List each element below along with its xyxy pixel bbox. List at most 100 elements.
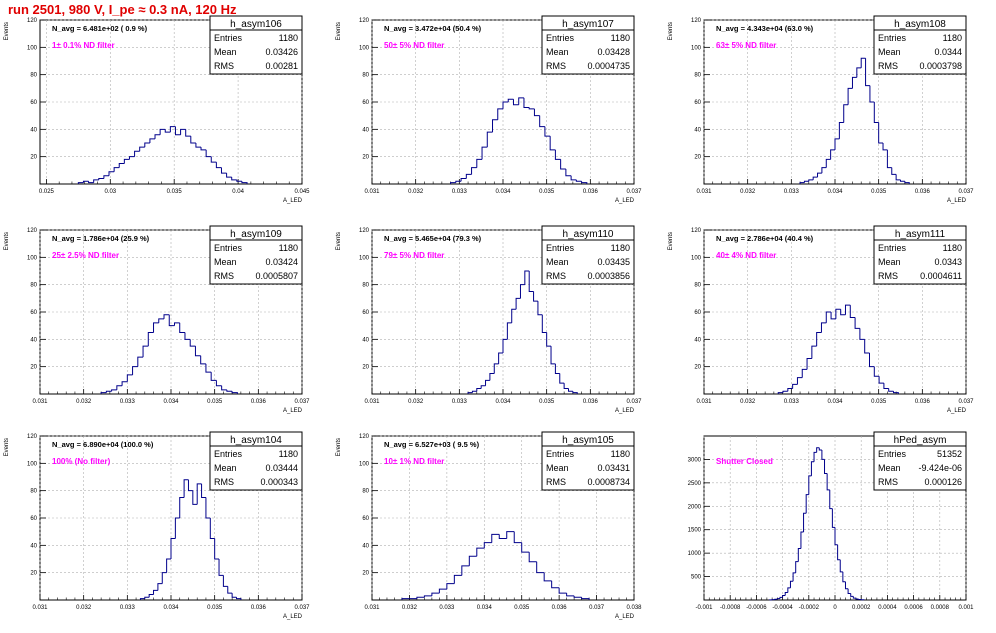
stats-entries-value: 51352 [937, 449, 962, 459]
x-tick-label: 0.032 [402, 605, 418, 611]
x-tick-label: 0.032 [76, 399, 92, 405]
x-tick-label: 0.025 [39, 189, 55, 195]
filter-label: 40± 4% ND filter [716, 251, 776, 260]
y-tick-label: 20 [362, 155, 369, 161]
stats-entries-label: Entries [214, 33, 243, 43]
stats-entries-label: Entries [878, 449, 907, 459]
stats-mean-value: 0.03426 [265, 47, 298, 57]
stats-mean-label: Mean [546, 257, 569, 267]
y-tick-label: 100 [27, 45, 38, 51]
y-axis-title: Events [668, 22, 674, 40]
navg-label: N_avg = 6.527e+03 ( 9.5 %) [384, 440, 480, 449]
stats-rms-value: 0.0003798 [919, 61, 962, 71]
x-tick-label: 0.036 [915, 189, 931, 195]
histogram-name: hPed_asym [894, 435, 947, 446]
y-tick-label: 20 [362, 571, 369, 577]
x-tick-label: 0.031 [32, 605, 48, 611]
y-tick-label: 80 [30, 489, 37, 495]
y-tick-label: 40 [30, 337, 37, 343]
x-tick-label: 0.034 [495, 399, 511, 405]
stats-rms-value: 0.0004611 [920, 271, 962, 281]
x-axis-title: A_LED [283, 614, 303, 620]
histogram-name: h_asym106 [230, 19, 282, 30]
stats-rms-value: 0.00281 [265, 61, 298, 71]
filter-label: 79± 5% ND filter [384, 251, 444, 260]
stats-mean-value: 0.0344 [934, 47, 962, 57]
stats-entries-value: 1180 [943, 243, 962, 253]
y-tick-label: 20 [694, 365, 701, 371]
histogram-name: h_asym111 [895, 229, 946, 240]
x-tick-label: 0.037 [958, 399, 974, 405]
x-tick-label: 0.001 [958, 605, 974, 611]
stats-rms-value: 0.0003856 [587, 271, 630, 281]
y-tick-label: 120 [27, 434, 38, 440]
stats-rms-label: RMS [214, 477, 234, 487]
x-tick-label: 0.034 [827, 189, 843, 195]
stats-entries-label: Entries [214, 243, 243, 253]
x-axis-title: A_LED [615, 198, 635, 204]
y-tick-label: 20 [30, 155, 37, 161]
stats-rms-value: 0.000343 [260, 477, 298, 487]
x-tick-label: 0.035 [207, 605, 223, 611]
stats-rms-value: 0.0004735 [587, 61, 630, 71]
x-tick-label: 0.035 [871, 189, 887, 195]
x-tick-label: 0.032 [408, 399, 424, 405]
histogram-name: h_asym110 [563, 229, 614, 240]
filter-label: 100% (No filter) [52, 457, 111, 466]
y-tick-label: 60 [362, 100, 369, 106]
navg-label: N_avg = 6.481e+02 ( 0.9 %) [52, 24, 148, 33]
stats-mean-label: Mean [878, 257, 901, 267]
stats-rms-label: RMS [214, 61, 234, 71]
x-tick-label: 0.035 [871, 399, 887, 405]
x-tick-label: 0.032 [740, 189, 756, 195]
y-tick-label: 120 [691, 18, 702, 24]
stats-entries-value: 1180 [611, 243, 630, 253]
x-tick-label: 0.032 [408, 189, 424, 195]
y-axis-title: Events [336, 438, 342, 456]
stats-rms-label: RMS [546, 61, 566, 71]
y-tick-label: 120 [27, 228, 38, 234]
stats-mean-value: -9.424e-06 [918, 463, 962, 473]
stats-entries-label: Entries [546, 33, 575, 43]
stats-mean-value: 0.03444 [265, 463, 298, 473]
stats-entries-value: 1180 [279, 449, 298, 459]
x-tick-label: -0.0006 [746, 605, 767, 611]
x-tick-label: 0.032 [76, 605, 92, 611]
x-axis-title: A_LED [283, 198, 303, 204]
y-tick-label: 120 [359, 18, 370, 24]
y-tick-label: 40 [362, 127, 369, 133]
stats-mean-value: 0.03424 [265, 257, 298, 267]
y-tick-label: 60 [694, 310, 701, 316]
histogram-name: h_asym105 [562, 435, 614, 446]
stats-rms-label: RMS [214, 271, 234, 281]
stats-mean-value: 0.0343 [934, 257, 962, 267]
stats-mean-label: Mean [546, 47, 569, 57]
y-axis-title: Events [336, 22, 342, 40]
histogram-name: h_asym109 [230, 229, 282, 240]
stats-rms-label: RMS [546, 271, 566, 281]
x-tick-label: 0.0002 [852, 605, 871, 611]
x-tick-label: -0.0002 [799, 605, 820, 611]
y-tick-label: 100 [359, 255, 370, 261]
stats-entries-label: Entries [878, 243, 907, 253]
stats-mean-label: Mean [214, 257, 237, 267]
y-tick-label: 80 [30, 283, 37, 289]
x-tick-label: 0.033 [784, 189, 800, 195]
x-axis-title: A_LED [615, 614, 635, 620]
y-tick-label: 1500 [688, 528, 702, 534]
filter-label: 25± 2.5% ND filter [52, 251, 119, 260]
stats-entries-value: 1180 [279, 33, 298, 43]
stats-mean-label: Mean [546, 463, 569, 473]
x-tick-label: 0 [833, 605, 837, 611]
x-tick-label: 0.034 [477, 605, 493, 611]
y-tick-label: 80 [362, 73, 369, 79]
stats-entries-label: Entries [546, 243, 575, 253]
stats-entries-value: 1180 [943, 33, 962, 43]
x-tick-label: 0.034 [163, 605, 179, 611]
y-tick-label: 40 [694, 127, 701, 133]
filter-label: 63± 5% ND filter [716, 41, 776, 50]
navg-label: N_avg = 6.890e+04 (100.0 %) [52, 440, 154, 449]
x-tick-label: 0.033 [120, 399, 136, 405]
